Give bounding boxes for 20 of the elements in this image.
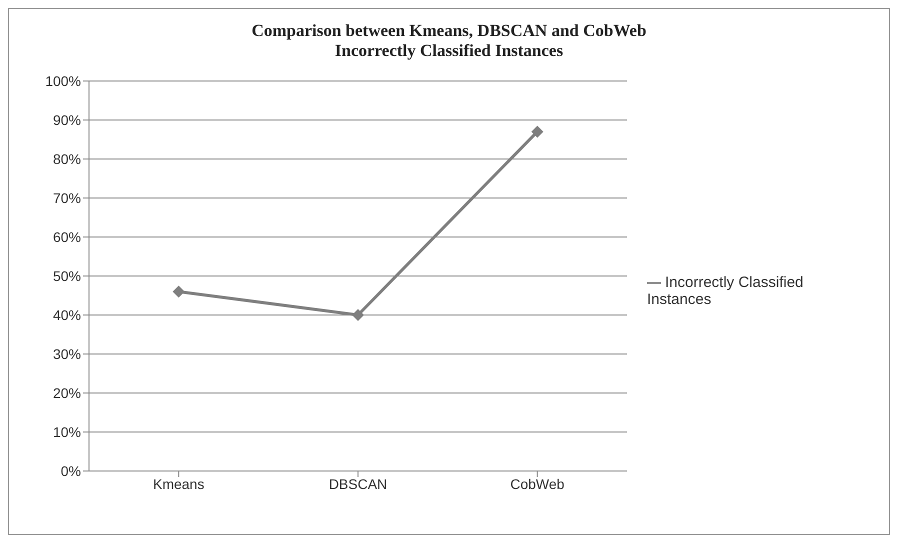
y-tick-label: 80% xyxy=(52,150,81,167)
x-tick-label: CobWeb xyxy=(510,476,565,492)
y-tick-label: 70% xyxy=(52,190,81,206)
x-tick-label: Kmeans xyxy=(152,476,204,492)
y-tick-label: 30% xyxy=(52,346,81,362)
y-tick-label: 10% xyxy=(52,424,81,440)
y-tick-label: 0% xyxy=(60,462,81,479)
y-tick-label: 20% xyxy=(52,384,81,401)
chart-subtitle: Incorrectly Classified Instances xyxy=(334,41,564,61)
y-tick-label: 90% xyxy=(52,112,81,128)
x-tick-label: DBSCAN xyxy=(328,476,388,492)
y-tick-label: 60% xyxy=(52,228,81,245)
y-tick-label: 50% xyxy=(52,268,81,284)
legend-label: Incorrectly Classified Instances xyxy=(647,274,804,308)
y-tick-label: 100% xyxy=(45,72,81,89)
chart-title: Comparison between Kmeans, DBSCAN and CobWeb xyxy=(250,21,648,41)
y-tick-label: 40% xyxy=(52,306,81,323)
point xyxy=(531,126,544,138)
point xyxy=(352,309,364,321)
point xyxy=(172,286,185,298)
